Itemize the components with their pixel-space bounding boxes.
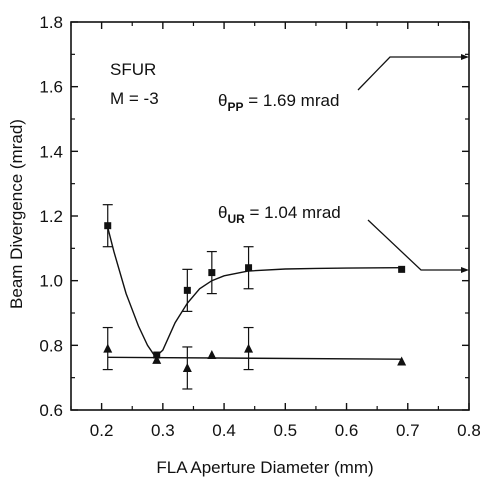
square-series-point	[398, 265, 406, 273]
y-tick-label: 1.0	[39, 272, 63, 291]
ticks: 0.2 0.3 0.4 0.5 0.6 0.7 0.8 0.6 0.8 1.0 1.2 1.4 1.6 1…	[39, 13, 480, 440]
square-series-point	[208, 269, 216, 277]
square-series-point	[183, 286, 191, 294]
fit-curves	[107, 227, 402, 360]
y-tick-label: 1.8	[39, 13, 63, 32]
ur-subscript: UR	[227, 212, 245, 226]
y-tick-label: 0.8	[39, 336, 63, 355]
system-label: SFUR	[110, 60, 156, 79]
square-series-fit-curve	[107, 227, 402, 357]
y-axis-title: Beam Divergence (mrad)	[7, 119, 26, 309]
square-series-point	[245, 264, 253, 272]
pp-leader-line	[357, 56, 463, 91]
ur-leader-arrowhead	[461, 267, 469, 273]
y-tick-label: 1.4	[39, 142, 63, 161]
ur-divergence-label: θUR = 1.04 mrad	[218, 203, 341, 226]
ur-value: = 1.04 mrad	[245, 203, 341, 222]
magnification-label: M = -3	[110, 89, 159, 108]
data-marks	[102, 204, 407, 390]
x-tick-label: 0.2	[90, 421, 114, 440]
pp-theta: θ	[218, 91, 227, 110]
triangle-series-point	[397, 356, 407, 366]
triangle-series-point	[207, 350, 217, 360]
y-tick-label: 1.2	[39, 207, 63, 226]
x-tick-label: 0.8	[457, 421, 480, 440]
pp-leader-arrowhead	[461, 54, 469, 60]
ur-leader-line	[367, 219, 463, 271]
triangle-series-point	[182, 362, 192, 372]
y-tick-label: 1.6	[39, 78, 63, 97]
y-tick-label: 0.6	[39, 401, 63, 420]
pp-divergence-label: θPP = 1.69 mrad	[218, 91, 339, 114]
x-tick-label: 0.7	[396, 421, 420, 440]
pp-value: = 1.69 mrad	[243, 91, 339, 110]
x-tick-label: 0.4	[212, 421, 236, 440]
x-axis-title: FLA Aperture Diameter (mm)	[156, 458, 373, 477]
pp-subscript: PP	[227, 100, 243, 114]
triangle-series-fit-line	[107, 356, 402, 360]
triangle-series-point	[103, 343, 113, 353]
triangle-series-point	[244, 343, 254, 353]
triangle-series-point	[152, 354, 162, 364]
x-tick-label: 0.5	[273, 421, 297, 440]
x-tick-label: 0.3	[151, 421, 175, 440]
ur-theta: θ	[218, 203, 227, 222]
square-series-point	[104, 222, 112, 230]
x-tick-label: 0.6	[335, 421, 359, 440]
